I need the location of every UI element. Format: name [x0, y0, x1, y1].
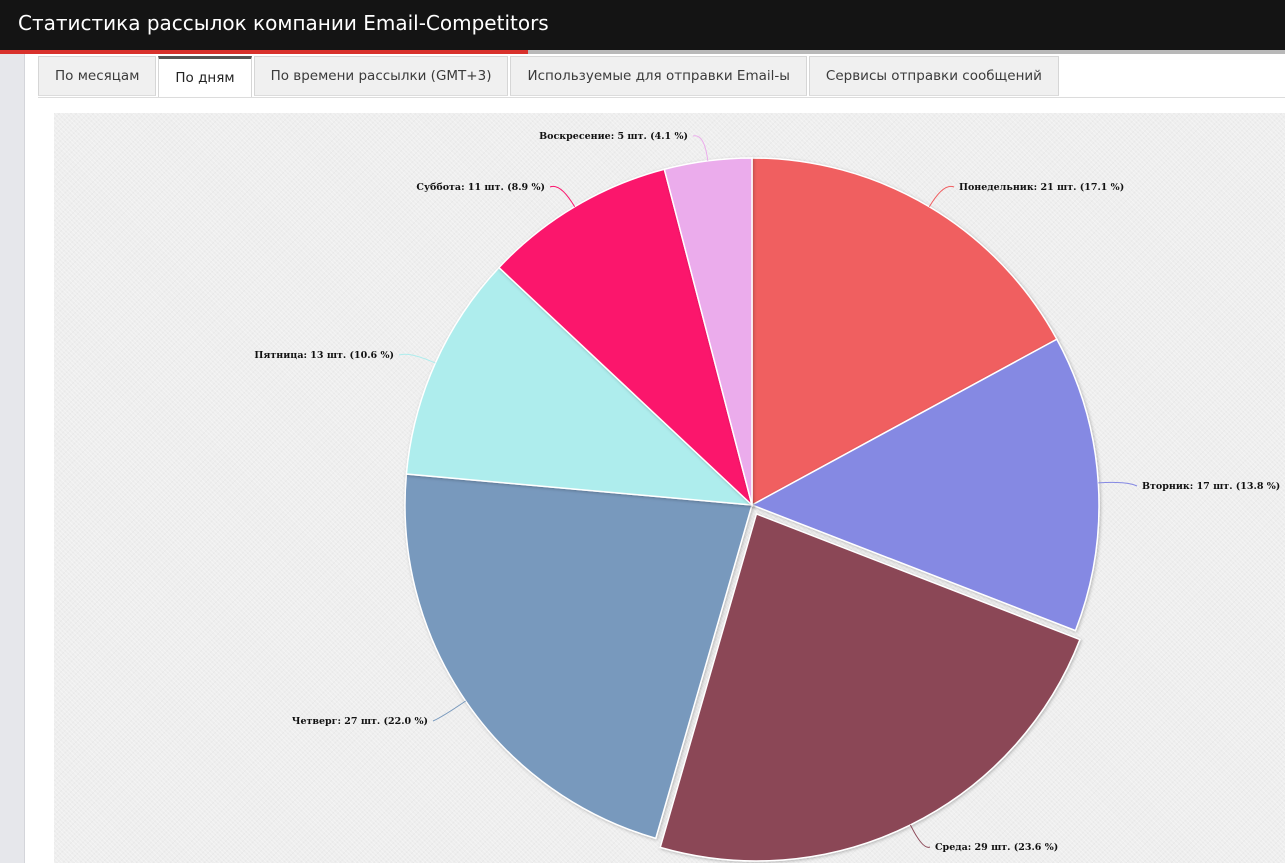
tab-bar: По месяцам По дням По времени рассылки (…: [38, 56, 1061, 98]
tab-by-send-time[interactable]: По времени рассылки (GMT+3): [253, 56, 509, 96]
pie-slice-7[interactable]: [663, 157, 753, 506]
tab-by-days[interactable]: По дням: [158, 56, 252, 98]
header-accent-bar: [0, 50, 528, 54]
pie-leader-line-2: [1098, 481, 1138, 487]
tab-sender-emails[interactable]: Используемые для отправки Email-ы: [510, 56, 807, 96]
tab-by-months[interactable]: По месяцам: [38, 56, 157, 96]
pie-slice-1[interactable]: [751, 157, 1058, 507]
pie-label-1: Понедельник: 21 шт. (17.1 %): [959, 182, 1124, 193]
pie-leader-line-6: [549, 185, 576, 207]
header-divider: [528, 50, 1285, 54]
tabs-baseline: [38, 97, 1285, 98]
tab-sending-services[interactable]: Сервисы отправки сообщений: [808, 56, 1059, 96]
pie-slice-3[interactable]: [659, 512, 1081, 862]
pie-label-2: Вторник: 17 шт. (13.8 %): [1142, 481, 1280, 492]
pie-label-7: Воскресение: 5 шт. (4.1 %): [539, 131, 688, 142]
pie-label-6: Суббота: 11 шт. (8.9 %): [416, 182, 545, 193]
pie-chart-area: Понедельник: 21 шт. (17.1 %) Вторник: 17 …: [54, 113, 1285, 863]
pie-slice-5[interactable]: [405, 266, 755, 506]
pie-chart: Понедельник: 21 шт. (17.1 %) Вторник: 17 …: [254, 131, 1280, 862]
pie-label-5: Пятница: 13 шт. (10.6 %): [254, 350, 394, 361]
pie-leader-line-3: [909, 824, 931, 848]
pie-slice-6[interactable]: [497, 168, 754, 508]
pie-leader-line-1: [928, 185, 955, 207]
pie-leader-line-5: [398, 353, 436, 364]
pie-slice-2[interactable]: [750, 338, 1100, 632]
pie-leader-line-7: [692, 135, 709, 161]
app-header: Статистика рассылок компании Email-Compe…: [0, 0, 1285, 50]
page-title: Статистика рассылок компании Email-Compe…: [18, 11, 549, 35]
pie-slice-4[interactable]: [404, 473, 753, 840]
pie-label-4: Четверг: 27 шт. (22.0 %): [292, 716, 428, 727]
pie-label-3: Среда: 29 шт. (23.6 %): [935, 842, 1058, 853]
pie-leader-line-4: [432, 700, 466, 722]
left-gutter: [0, 54, 25, 863]
